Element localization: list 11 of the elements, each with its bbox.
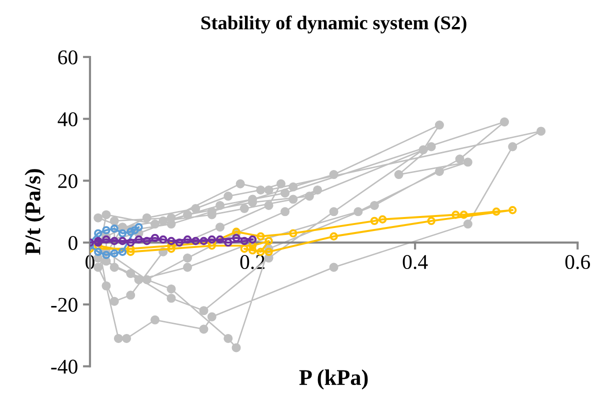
y-tick-label: 40 — [58, 112, 78, 126]
chart-title: Stability of dynamic system (S2) — [201, 16, 466, 34]
y-tick-label: -40 — [51, 360, 78, 374]
x-axis-title: P (kPa) — [299, 369, 368, 390]
y-tick-label: 0 — [68, 236, 78, 250]
y-tick-label: -20 — [51, 298, 78, 312]
x-tick-label: 0.6 — [565, 254, 590, 270]
y-tick-label: 20 — [58, 174, 78, 188]
y-axis-title: P/t (Pa/s) — [24, 169, 45, 255]
y-tick-label: 60 — [58, 50, 78, 64]
x-tick-label: 0.4 — [402, 254, 428, 270]
